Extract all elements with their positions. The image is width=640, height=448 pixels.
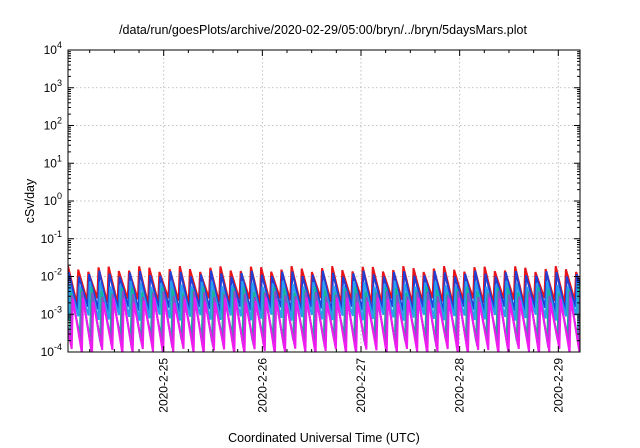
y-axis-label: cSv/day xyxy=(23,178,37,223)
chart-title: /data/run/goesPlots/archive/2020-02-29/0… xyxy=(119,23,527,37)
x-tick-label: 2020-2-28 xyxy=(453,358,467,413)
x-axis-label: Coordinated Universal Time (UTC) xyxy=(228,431,420,445)
x-tick-label: 2020-2-25 xyxy=(157,358,171,413)
y-tick-label: 10-2 xyxy=(41,267,62,284)
y-tick-label: 104 xyxy=(44,40,62,57)
y-tick-label: 102 xyxy=(44,116,62,133)
x-tick-labels: 2020-2-25 2020-2-26 2020-2-27 2020-2-28 2020… xyxy=(157,358,566,413)
y-tick-label: 10-1 xyxy=(41,229,62,246)
x-tick-label: 2020-2-29 xyxy=(551,358,565,413)
series-layer xyxy=(68,265,580,352)
y-tick-label: 10-3 xyxy=(41,304,62,321)
y-tick-label: 100 xyxy=(44,191,62,208)
tick-layer xyxy=(68,49,580,353)
x-tick-label: 2020-2-26 xyxy=(255,358,269,413)
series-line xyxy=(68,290,580,349)
y-tick-label: 10-4 xyxy=(41,342,62,359)
series-line xyxy=(68,270,580,313)
series-line xyxy=(68,297,580,352)
x-tick-label: 2020-2-27 xyxy=(354,358,368,413)
y-tick-label: 101 xyxy=(44,153,62,170)
y-tick-labels: 10-4 10-3 10-2 10-1 100 101 102 103 104 xyxy=(41,40,62,359)
y-tick-label: 103 xyxy=(44,78,62,95)
